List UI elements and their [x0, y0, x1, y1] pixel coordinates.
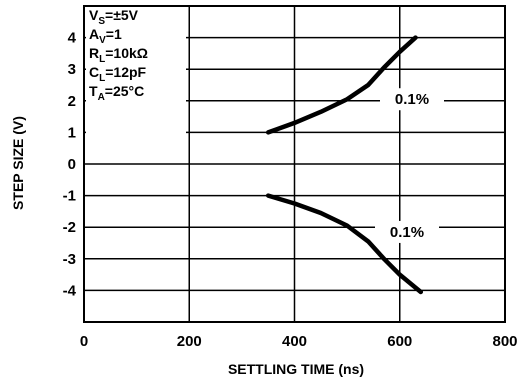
condition-line: AV=1 [89, 26, 122, 46]
curve-line-negative [265, 193, 424, 295]
condition-line: RL=10kΩ [89, 45, 148, 65]
y-tick-label: 0 [68, 156, 76, 173]
y-tick-label: 4 [68, 30, 77, 47]
x-tick-label: 800 [492, 333, 517, 350]
x-tick-label: 200 [177, 333, 202, 350]
condition-line: CL=12pF [89, 64, 147, 84]
y-axis-label: STEP SIZE (V) [10, 116, 26, 210]
x-tick-label: 600 [387, 333, 412, 350]
plot-border [83, 5, 506, 323]
condition-line: TA=25°C [89, 83, 144, 103]
curve-label-bg [375, 220, 439, 243]
y-tick-label: 2 [68, 93, 76, 110]
plot-frame [83, 5, 506, 323]
curve-line-positive [265, 35, 418, 135]
conditions-bg [86, 8, 186, 158]
x-tick-label: 400 [282, 333, 307, 350]
y-tick-label: -1 [63, 188, 76, 205]
curve-label-bg [380, 88, 444, 111]
tick-labels: 0 200 400 600 800 4 3 2 1 0 -1 -2 -3 -4 [63, 30, 518, 350]
curve-label-negative: 0.1% [390, 224, 424, 241]
curve-layer: 0.1% 0.1% [265, 35, 444, 295]
condition-line: VS=±5V [89, 7, 139, 27]
x-tick-label: 0 [80, 333, 88, 350]
y-tick-label: -2 [63, 219, 76, 236]
y-tick-label: -3 [63, 251, 76, 268]
y-tick-label: -4 [63, 282, 77, 299]
y-tick-label: 1 [68, 124, 76, 141]
x-axis-label: SETTLING TIME (ns) [228, 361, 364, 377]
y-tick-label: 3 [68, 61, 76, 78]
curve-label-positive: 0.1% [395, 91, 429, 108]
